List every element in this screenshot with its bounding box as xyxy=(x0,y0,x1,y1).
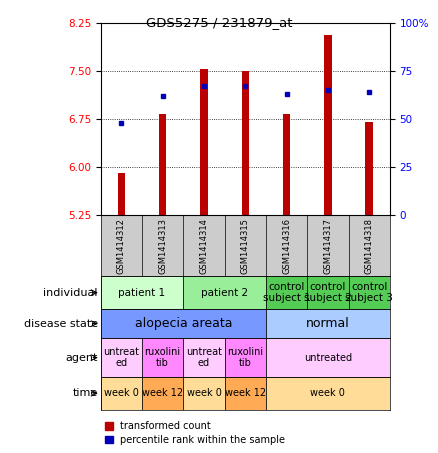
Text: week 12: week 12 xyxy=(225,388,266,398)
Text: patient 1: patient 1 xyxy=(118,288,166,298)
Bar xyxy=(101,338,142,377)
Text: individual: individual xyxy=(43,288,98,298)
Text: disease state: disease state xyxy=(24,318,98,329)
Bar xyxy=(184,276,266,309)
Text: agent: agent xyxy=(65,352,98,363)
Bar xyxy=(266,276,307,309)
Bar xyxy=(142,338,184,377)
Text: week 12: week 12 xyxy=(142,388,183,398)
Text: GSM1414316: GSM1414316 xyxy=(282,218,291,274)
Text: transformed count: transformed count xyxy=(120,421,210,431)
Text: control
subject 3: control subject 3 xyxy=(345,282,393,304)
Text: ruxolini
tib: ruxolini tib xyxy=(145,347,181,368)
Text: GSM1414317: GSM1414317 xyxy=(323,218,332,274)
Text: GSM1414312: GSM1414312 xyxy=(117,218,126,274)
Text: week 0: week 0 xyxy=(311,388,345,398)
Bar xyxy=(184,338,225,377)
Text: control
subject 1: control subject 1 xyxy=(263,282,311,304)
Bar xyxy=(242,71,249,215)
Bar xyxy=(101,377,142,410)
Text: GSM1414318: GSM1414318 xyxy=(365,218,374,274)
Text: untreat
ed: untreat ed xyxy=(103,347,139,368)
Bar xyxy=(159,114,166,215)
Text: control
subject 2: control subject 2 xyxy=(304,282,352,304)
Bar xyxy=(266,309,390,338)
Bar xyxy=(283,114,290,215)
Text: percentile rank within the sample: percentile rank within the sample xyxy=(120,435,285,445)
Bar xyxy=(266,338,390,377)
Bar xyxy=(307,276,349,309)
Text: untreat
ed: untreat ed xyxy=(186,347,222,368)
Bar xyxy=(101,276,184,309)
Bar xyxy=(225,377,266,410)
Bar xyxy=(200,69,208,215)
Text: GSM1414314: GSM1414314 xyxy=(199,218,208,274)
Bar xyxy=(365,122,373,215)
Bar xyxy=(349,276,390,309)
Text: GSM1414313: GSM1414313 xyxy=(158,218,167,274)
Bar xyxy=(225,338,266,377)
Bar xyxy=(324,35,332,215)
Text: week 0: week 0 xyxy=(187,388,222,398)
Text: GDS5275 / 231879_at: GDS5275 / 231879_at xyxy=(146,16,292,29)
Text: patient 2: patient 2 xyxy=(201,288,248,298)
Text: time: time xyxy=(73,388,98,398)
Bar xyxy=(142,377,184,410)
Bar xyxy=(184,377,225,410)
Text: GSM1414315: GSM1414315 xyxy=(241,218,250,274)
Bar xyxy=(266,377,390,410)
Text: ruxolini
tib: ruxolini tib xyxy=(227,347,263,368)
Text: alopecia areata: alopecia areata xyxy=(134,317,232,330)
Bar xyxy=(118,173,125,215)
Text: normal: normal xyxy=(306,317,350,330)
Bar xyxy=(101,309,266,338)
Text: untreated: untreated xyxy=(304,352,352,363)
Text: week 0: week 0 xyxy=(104,388,139,398)
